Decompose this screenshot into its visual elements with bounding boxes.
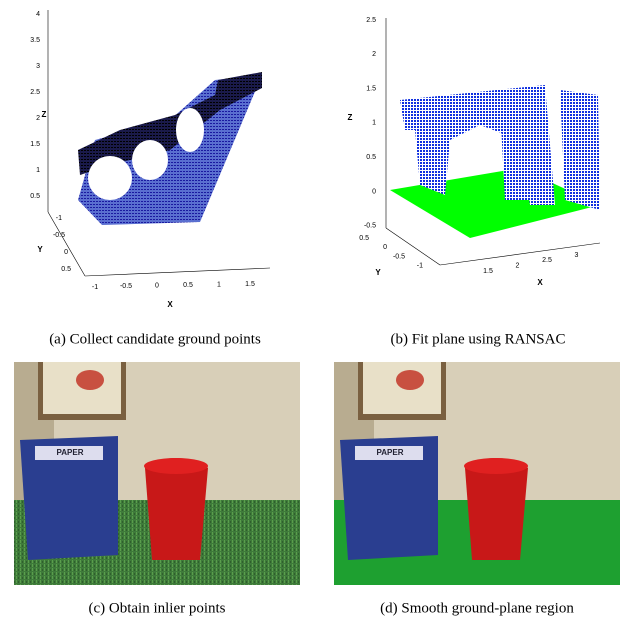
axis-label: X — [167, 300, 173, 309]
z-tick-label: 0 — [372, 188, 376, 195]
bin-label: PAPER — [377, 448, 404, 457]
y-tick-label: -1 — [417, 263, 423, 270]
plot-b — [386, 18, 600, 265]
y-tick-label: 0.5 — [61, 266, 71, 273]
y-tick-label: -1 — [56, 215, 62, 222]
axis-label: Z — [348, 113, 353, 122]
z-tick-label: 1 — [372, 120, 376, 127]
caption: (d) Smooth ground-plane region — [380, 600, 574, 616]
figure: Z Y X 4 3.5 3 2.5 2 1.5 1 0.5 -1 -0.5 0 0.5 -1 -0.5 0 0.5 1… — [0, 0, 629, 625]
z-tick-label: 3.5 — [30, 37, 40, 44]
z-tick-label: 1.5 — [30, 141, 40, 148]
axis-label: X — [537, 278, 543, 287]
y-tick-label: 0 — [383, 244, 387, 251]
plot-a — [48, 10, 270, 276]
z-tick-label: 0.5 — [30, 193, 40, 200]
caption: (a) Collect candidate ground points — [49, 331, 261, 347]
y-tick-label: -0.5 — [393, 253, 405, 260]
axis-label: Z — [42, 110, 47, 119]
caption: (b) Fit plane using RANSAC — [390, 331, 565, 347]
x-tick-label: 0.5 — [183, 282, 193, 289]
axis-label: Y — [375, 268, 381, 277]
bin-label: PAPER — [57, 448, 84, 457]
x-tick-label: 2.5 — [542, 257, 552, 264]
axis-label: Y — [37, 245, 43, 254]
x-tick-label: 1.5 — [245, 281, 255, 288]
z-tick-label: 2 — [372, 51, 376, 58]
x-tick-label: -1 — [92, 284, 98, 291]
z-tick-label: 4 — [36, 11, 40, 18]
z-tick-label: 1 — [36, 167, 40, 174]
photo-c — [14, 362, 300, 585]
x-tick-label: 1.5 — [483, 268, 493, 275]
x-tick-label: 1 — [217, 281, 221, 288]
x-tick-label: 0 — [155, 283, 159, 290]
z-tick-label: 2 — [36, 115, 40, 122]
x-tick-label: -0.5 — [120, 283, 132, 290]
y-tick-label: -0.5 — [53, 232, 65, 239]
z-tick-label: 2.5 — [366, 17, 376, 24]
z-tick-label: -0.5 — [364, 223, 376, 230]
x-tick-label: 2 — [516, 263, 520, 270]
y-tick-label: 0 — [64, 249, 68, 256]
z-tick-label: 3 — [36, 63, 40, 70]
z-tick-label: 0.5 — [366, 154, 376, 161]
photo-d — [334, 362, 620, 585]
y-tick-label: 0.5 — [359, 235, 369, 242]
x-tick-label: 3 — [575, 252, 579, 259]
z-tick-label: 1.5 — [366, 85, 376, 92]
z-tick-label: 2.5 — [30, 89, 40, 96]
caption: (c) Obtain inlier points — [88, 600, 225, 616]
